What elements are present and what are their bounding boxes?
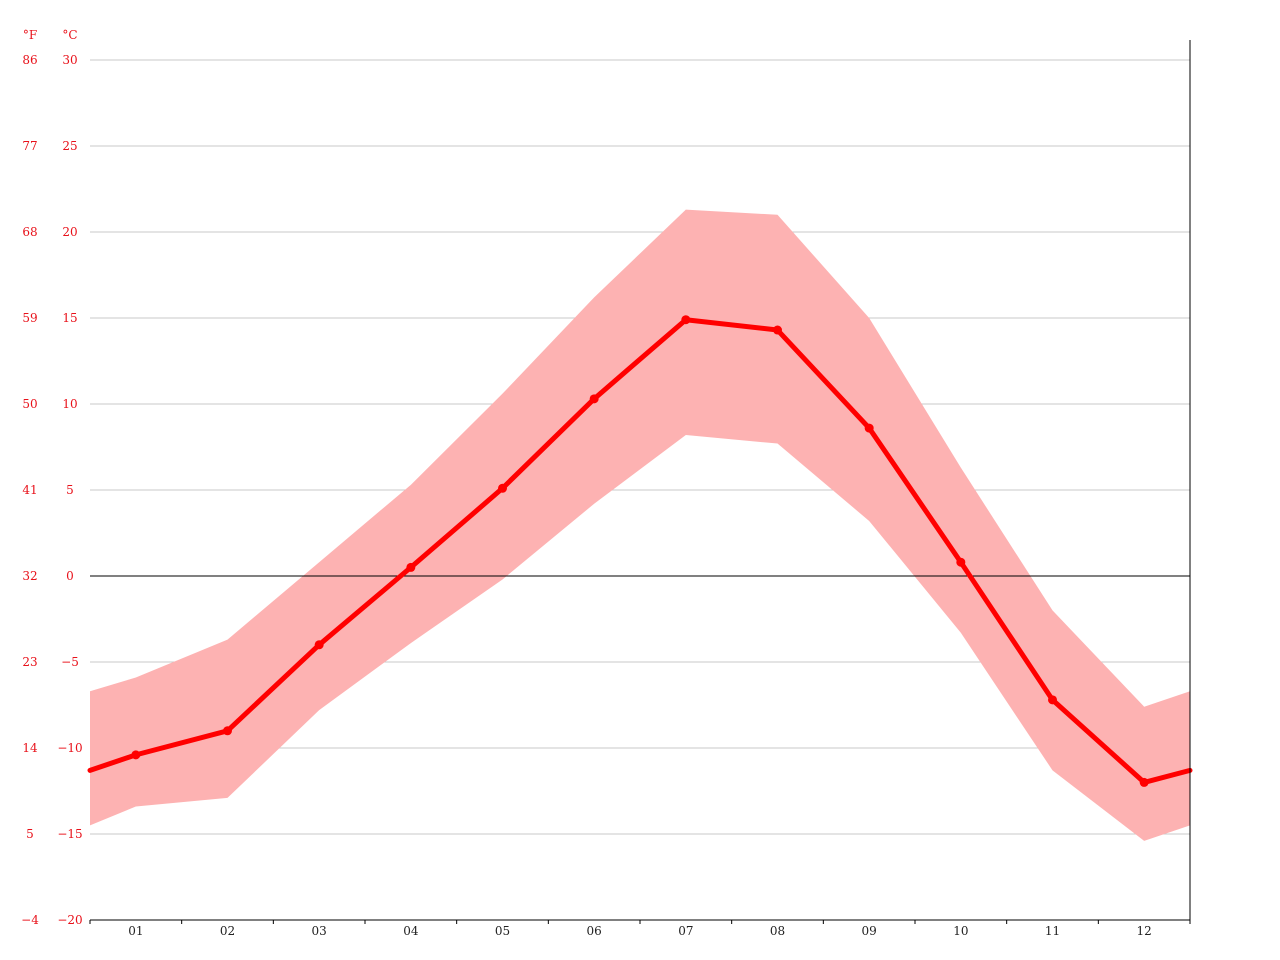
- y-tick-fahrenheit: 68: [22, 225, 37, 239]
- mean-point: [681, 315, 691, 325]
- y-tick-celsius: −10: [57, 741, 82, 755]
- mean-point: [589, 394, 599, 404]
- y-tick-celsius: −20: [57, 913, 82, 927]
- x-tick-labels: 01 02 03 04 05 06 07 08 09 10 11 12: [128, 924, 1152, 938]
- y-tick-celsius: 15: [62, 311, 77, 325]
- y-tick-fahrenheit: 32: [22, 569, 37, 583]
- y-tick-celsius: 30: [62, 53, 77, 67]
- mean-point: [223, 726, 232, 736]
- x-tick-label: 06: [587, 924, 602, 938]
- mean-point: [1048, 695, 1057, 705]
- y-tick-celsius: 20: [62, 225, 77, 239]
- mean-point: [773, 325, 782, 335]
- y-tick-fahrenheit: 23: [22, 655, 37, 669]
- mean-temperature-line-layer: [87, 315, 1193, 787]
- x-tick-label: 01: [128, 924, 143, 938]
- x-tick-label: 11: [1045, 924, 1060, 938]
- y-tick-celsius: 10: [62, 397, 77, 411]
- mean-point: [131, 750, 141, 760]
- mean-point: [864, 423, 874, 433]
- y-tick-fahrenheit: 59: [22, 311, 37, 325]
- x-tick-label: 05: [495, 924, 510, 938]
- x-tick-label: 07: [678, 924, 693, 938]
- x-tick-label: 09: [862, 924, 877, 938]
- x-tick-label: 10: [953, 924, 968, 938]
- y-tick-fahrenheit: 50: [22, 397, 37, 411]
- x-tick-label: 08: [770, 924, 785, 938]
- x-tick-label: 04: [403, 924, 419, 938]
- mean-line: [87, 317, 1193, 785]
- x-tick-label: 03: [312, 924, 327, 938]
- y-tick-labels: 30 86 25 77 20 68 15 59 10 50 5 41 0 32 −5 23 −10 14 −15 5 −…: [21, 53, 83, 927]
- mean-point: [956, 557, 966, 567]
- mean-point: [1139, 777, 1149, 787]
- y-tick-fahrenheit: 14: [22, 741, 38, 755]
- y-tick-fahrenheit: −4: [21, 913, 39, 927]
- mean-point: [406, 562, 416, 572]
- mean-point: [498, 483, 507, 493]
- y-tick-celsius: 25: [62, 139, 77, 153]
- y-tick-celsius: 0: [66, 569, 74, 583]
- y-tick-fahrenheit: 77: [22, 139, 37, 153]
- axis-layer: [89, 40, 1191, 924]
- mean-point: [314, 640, 324, 650]
- y-tick-fahrenheit: 86: [22, 53, 37, 67]
- y-tick-celsius: 5: [66, 483, 74, 497]
- x-tick-label: 12: [1137, 924, 1152, 938]
- y-tick-celsius: −15: [57, 827, 82, 841]
- y-tick-fahrenheit: 41: [22, 483, 37, 497]
- x-tick-label: 02: [220, 924, 235, 938]
- unit-celsius-label: °C: [62, 28, 77, 42]
- range-band: [90, 209, 1190, 841]
- unit-fahrenheit-label: °F: [23, 28, 37, 42]
- y-tick-celsius: −5: [61, 655, 79, 669]
- temperature-range-band: [90, 209, 1190, 841]
- y-tick-fahrenheit: 5: [26, 827, 34, 841]
